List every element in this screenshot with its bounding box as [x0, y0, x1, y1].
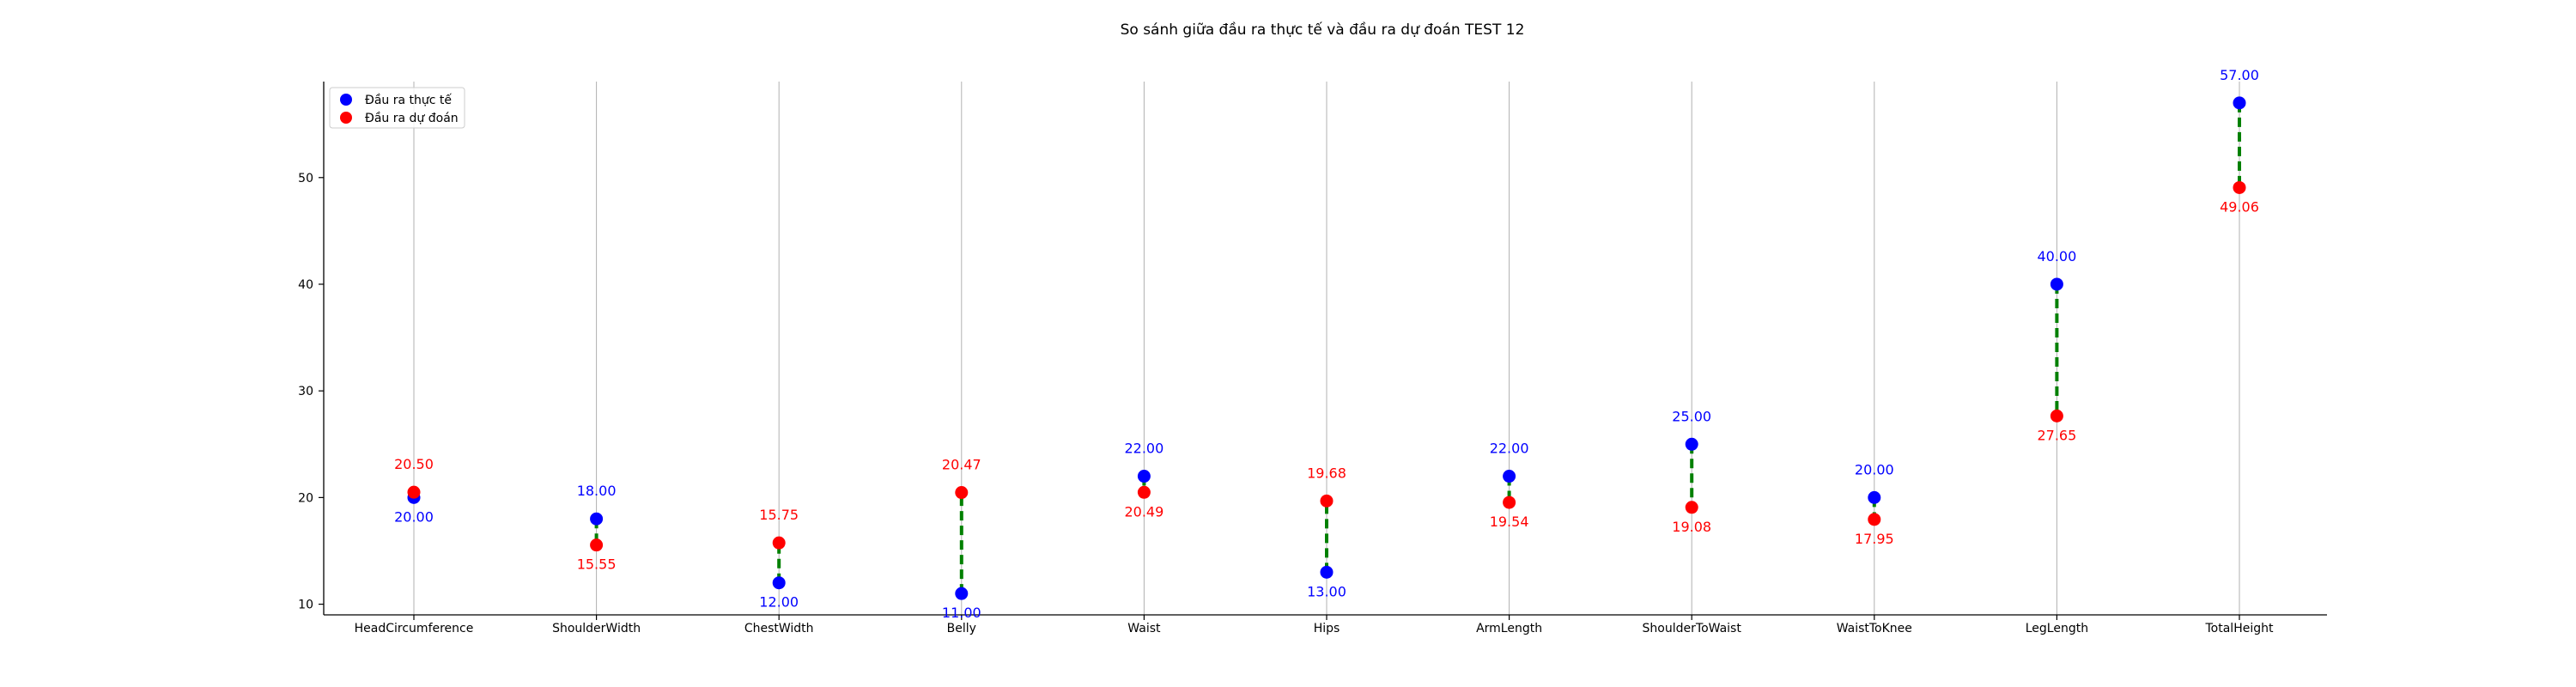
x-tick-label: Belly [947, 622, 976, 635]
predicted-value-label: 15.55 [577, 556, 617, 573]
predicted-value-label: 19.54 [1490, 514, 1529, 530]
actual-point [2233, 96, 2246, 110]
predicted-value-label: 19.08 [1672, 519, 1711, 535]
y-tick-label: 30 [298, 385, 313, 398]
actual-point [1320, 565, 1334, 579]
predicted-value-label: 49.06 [2220, 198, 2259, 215]
x-tick-label: Waist [1127, 622, 1161, 635]
legend-marker-predicted [340, 112, 352, 124]
x-tick-label: TotalHeight [2205, 622, 2274, 635]
predicted-point [1137, 485, 1151, 499]
x-tick-layer: HeadCircumference ShoulderWidth ChestWidth… [355, 615, 2274, 635]
y-tick-label: 40 [298, 278, 313, 292]
actual-value-label: 11.00 [942, 605, 981, 621]
legend-marker-actual [340, 94, 352, 106]
y-tick-layer: 10 20 30 40 50 [298, 172, 324, 612]
actual-point [1137, 470, 1151, 483]
actual-value-label: 18.00 [577, 483, 617, 499]
axes-layer [323, 82, 2327, 616]
actual-point [1503, 470, 1516, 483]
x-tick-label: ShoulderWidth [552, 622, 641, 635]
predicted-point [1320, 494, 1334, 508]
predicted-value-label: 20.49 [1124, 503, 1163, 520]
actual-value-label: 22.00 [1490, 441, 1529, 457]
actual-point [1685, 437, 1698, 451]
x-tick-label: Hips [1314, 622, 1340, 635]
predicted-point [407, 485, 421, 499]
predicted-point [1868, 513, 1881, 526]
y-tick-label: 20 [298, 491, 313, 505]
legend: Đầu ra thực tế Đầu ra dự đoán [329, 87, 465, 129]
x-tick-label: LegLength [2026, 622, 2088, 635]
predicted-value-label: 15.75 [759, 507, 799, 523]
x-tick-label: ArmLength [1476, 622, 1542, 635]
x-tick-label: HeadCircumference [355, 622, 474, 635]
predicted-value-label: 19.68 [1307, 465, 1346, 481]
chart-title: So sánh giữa đầu ra thực tế và đầu ra dự… [1121, 21, 1525, 39]
x-tick-label: ShoulderToWaist [1643, 622, 1742, 635]
actual-value-label: 40.00 [2037, 248, 2076, 264]
predicted-point [1503, 495, 1516, 509]
actual-value-label: 25.00 [1672, 408, 1711, 424]
predicted-value-label: 27.65 [2037, 427, 2076, 443]
x-tick-label: ChestWidth [744, 622, 814, 635]
legend-label-predicted: Đầu ra dự đoán [365, 112, 459, 125]
actual-point [772, 576, 786, 590]
actual-value-label: 12.00 [759, 594, 799, 611]
predicted-point [1685, 501, 1698, 514]
predicted-point [955, 486, 969, 500]
actual-value-label: 13.00 [1307, 583, 1346, 599]
data-label-layer: 20.00 20.50 18.00 15.55 12.00 15.75 11.00 20.47… [394, 67, 2259, 621]
predicted-point [2233, 180, 2246, 194]
legend-label-actual: Đầu ra thực tế [365, 93, 452, 107]
actual-point [955, 587, 969, 600]
actual-value-label: 20.00 [1855, 461, 1894, 477]
predicted-point [2050, 409, 2063, 423]
actual-point [1868, 490, 1881, 504]
actual-value-label: 22.00 [1124, 441, 1163, 457]
predicted-value-label: 20.47 [942, 457, 981, 473]
x-tick-label: WaistToKnee [1837, 622, 1912, 635]
actual-value-label: 20.00 [394, 508, 434, 525]
actual-point [590, 512, 604, 526]
predicted-point [590, 538, 604, 552]
point-layer [407, 96, 2246, 600]
predicted-value-label: 17.95 [1855, 531, 1894, 547]
legend-box [329, 87, 465, 129]
y-tick-label: 10 [298, 599, 313, 612]
y-tick-label: 50 [298, 172, 313, 185]
actual-value-label: 57.00 [2220, 67, 2259, 83]
predicted-value-label: 20.50 [394, 456, 434, 472]
predicted-point [772, 536, 786, 550]
actual-point [2050, 277, 2063, 291]
